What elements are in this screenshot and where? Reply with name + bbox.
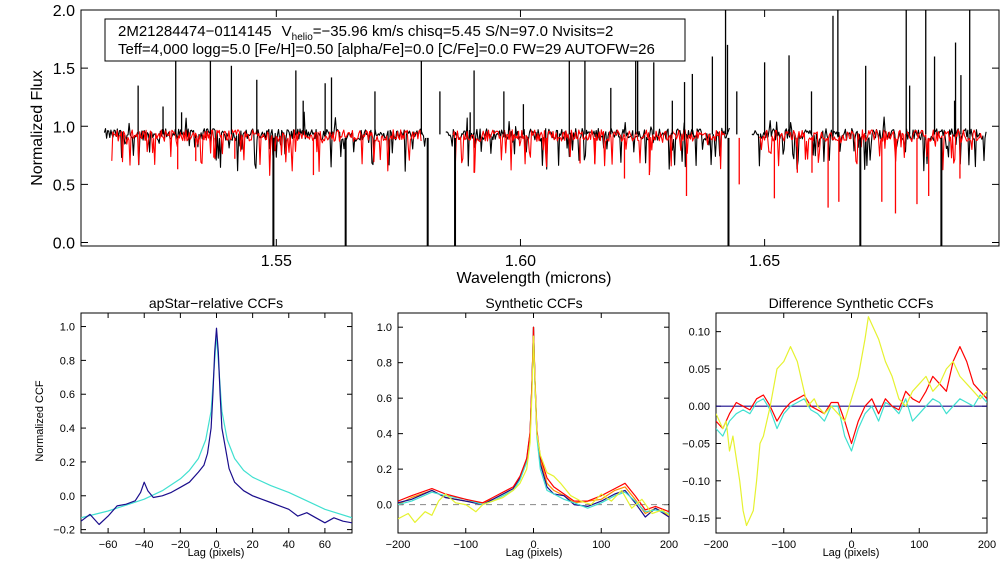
observed-spectrum-line [751,116,987,172]
panel-title: Difference Synthetic CCFs [769,295,934,311]
synthetic-ccf-panel: −200 −100 0 100 200 0.0 0.2 0.4 0.6 0.8 1.0 Synthet… [377,295,678,559]
x-tick-label: −40 [135,539,154,551]
x-tick-label: 100 [592,539,610,551]
y-tick-label: 0.10 [689,327,710,339]
model-spectrum-line [111,129,422,176]
y-tick-label: −0.10 [682,476,710,488]
x-tick-label: 1.60 [505,253,536,270]
y-tick-label: 0.0 [53,236,75,253]
y-tick-label: −0.15 [682,513,710,525]
info-values: =−35.96 km/s chisq=5.45 S/N=97.0 Nvisits… [313,23,614,40]
spectrum-panel: 1.55 1.60 1.65 0.0 0.5 1.0 1.5 2.0 2M21284474−01… [29,3,1000,287]
model-spectrum-line [758,129,983,171]
ccf-series-visit-2 [81,327,352,526]
y-tick-label: 0.4 [377,429,392,441]
x-tick-label: −100 [771,539,796,551]
x-axis-label: Lag (pixels) [188,547,245,559]
x-tick-label: −60 [99,539,118,551]
x-tick-label: 20 [247,539,259,551]
ccf-series-red [716,346,987,445]
x-tick-label: −20 [171,539,190,551]
ccf-lines [398,326,669,524]
x-axis-label: Wavelength (microns) [456,270,611,287]
x-tick-label: 1.55 [261,253,292,270]
y-tick-label: 0.6 [60,389,75,401]
y-tick-label: 0.5 [53,177,75,194]
x-tick-label: 0 [848,539,854,551]
x-axis-label: Lag (pixels) [823,547,880,559]
ccf-series-yellow [716,316,987,527]
x-tick-label: 200 [660,539,678,551]
plot-frame [80,312,353,534]
y-tick-label: 0.4 [60,423,75,435]
panel-title: Synthetic CCFs [485,295,582,311]
y-tick-label: 0.8 [377,358,392,370]
y-tick-label: −0.05 [682,439,710,451]
y-tick-label: 0.00 [689,401,710,413]
vhelio-subscript: helio [292,32,314,43]
y-tick-label: 1.0 [377,322,392,334]
y-tick-label: 1.0 [60,322,75,334]
star-id: 2M21284474−0114145 [118,23,272,40]
apstar-ccf-panel: −60 −40 −20 0 20 40 60 −0.2 0.0 0.2 0.4 0.6 0.8 1.0 ap… [34,295,353,559]
x-tick-label: 100 [910,539,928,551]
x-tick-label: 200 [978,539,996,551]
ccf-series-yellow [398,335,669,524]
info-line-1: 2M21284474−0114145 Vhelio=−35.96 km/s chi… [118,23,613,43]
x-tick-label: 1.65 [749,253,780,270]
observed-spectrum-line [445,117,730,170]
x-axis-label: Lag (pixels) [506,547,563,559]
difference-ccf-panel: −200 −100 0 100 200 −0.15 −0.10 −0.05 0.00 0.05 0.… [682,295,996,559]
y-tick-label: 1.0 [53,119,75,136]
y-axis-label: Normalized CCF [34,380,46,462]
y-axis-label: Normalized Flux [29,70,46,186]
model-spectrum-line [452,129,726,173]
x-tick-label: 0 [213,539,219,551]
observed-spectrum-line [103,111,427,172]
x-tick-label: −100 [453,539,478,551]
panel-title: apStar−relative CCFs [149,295,283,311]
spectrum-lines [103,10,987,246]
vhelio-label: V [282,23,292,40]
info-box [104,18,686,62]
plot-frame [715,312,988,534]
info-line-2: Teff=4,000 logg=5.0 [Fe/H]=0.50 [alpha/F… [118,41,655,58]
ccf-series-cyan [716,394,987,452]
y-tick-label: 1.5 [53,61,75,78]
ccf-series-visit-1 [81,334,352,519]
y-tick-label: −0.2 [53,525,75,537]
y-tick-label: 2.0 [53,3,75,20]
y-tick-label: 0.8 [60,355,75,367]
y-tick-label: 0.2 [60,457,75,469]
ccf-lines [81,327,352,526]
x-tick-label: −200 [386,539,411,551]
plot-frame [80,9,1000,247]
y-tick-label: 0.0 [377,500,392,512]
y-tick-label: 0.2 [377,464,392,476]
x-tick-label: 60 [319,539,331,551]
y-tick-label: 0.6 [377,393,392,405]
ccf-lines [716,316,987,527]
x-tick-label: −200 [704,539,729,551]
x-tick-label: 40 [283,539,295,551]
x-tick-label: 0 [530,539,536,551]
y-tick-label: 0.0 [60,491,75,503]
y-tick-label: 0.05 [689,364,710,376]
